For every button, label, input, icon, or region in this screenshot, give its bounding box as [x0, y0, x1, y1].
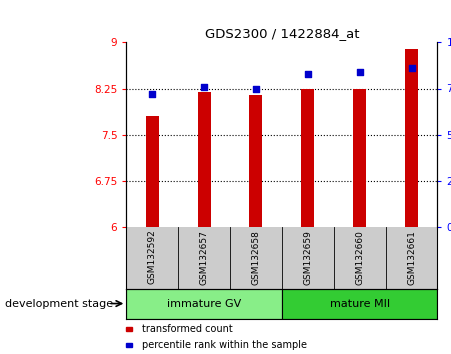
Bar	[146, 116, 159, 227]
Text: GSM132659: GSM132659	[304, 230, 312, 285]
Bar	[301, 88, 314, 227]
Text: GSM132660: GSM132660	[355, 230, 364, 285]
Bar	[249, 95, 262, 227]
Text: GSM132657: GSM132657	[200, 230, 208, 285]
Point	[252, 86, 259, 91]
Text: GSM132592: GSM132592	[148, 230, 156, 284]
Bar	[198, 92, 211, 227]
Text: GSM132661: GSM132661	[407, 230, 416, 285]
Text: percentile rank within the sample: percentile rank within the sample	[142, 340, 307, 350]
Title: GDS2300 / 1422884_at: GDS2300 / 1422884_at	[205, 27, 359, 40]
Point	[200, 84, 207, 90]
Text: mature MII: mature MII	[330, 298, 390, 309]
Point	[356, 69, 363, 75]
Bar	[282, 289, 437, 319]
Text: development stage: development stage	[5, 298, 113, 309]
Point	[408, 65, 415, 71]
Text: GSM132658: GSM132658	[252, 230, 260, 285]
Bar	[126, 289, 282, 319]
Bar	[405, 48, 418, 227]
Point	[304, 71, 311, 76]
Text: immature GV: immature GV	[167, 298, 241, 309]
Bar	[353, 88, 366, 227]
Point	[149, 91, 156, 97]
Text: transformed count: transformed count	[142, 324, 232, 334]
